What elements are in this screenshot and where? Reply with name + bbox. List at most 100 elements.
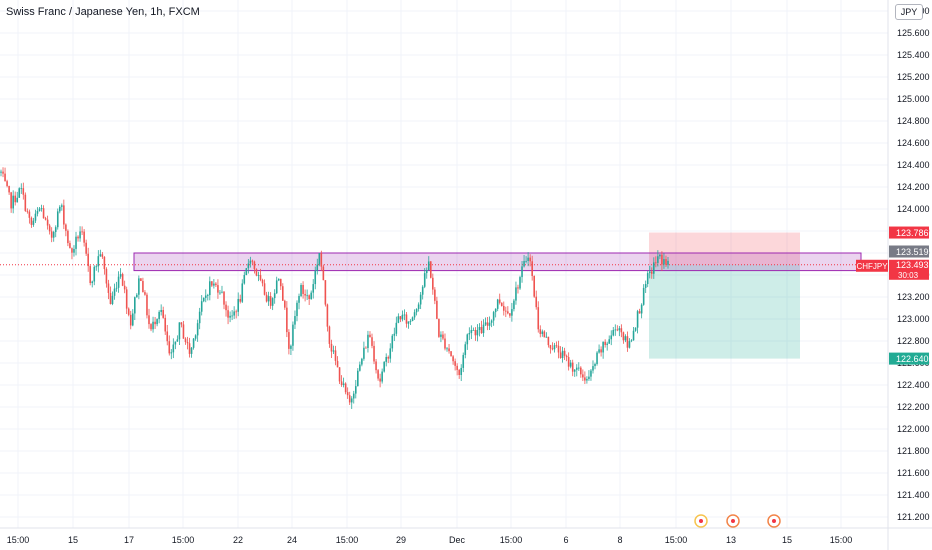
candle <box>385 357 387 362</box>
candle <box>105 269 108 284</box>
symbol-title[interactable]: Swiss Franc / Japanese Yen, 1h, FXCM <box>6 6 200 18</box>
candle <box>125 289 128 309</box>
candle <box>413 312 416 318</box>
candle <box>606 343 608 345</box>
candle <box>547 336 550 346</box>
target-price-label: 122.640 <box>896 354 929 364</box>
candle <box>12 195 14 209</box>
candle <box>85 242 87 254</box>
candle <box>440 334 442 337</box>
price-tick-label: 121.800 <box>897 446 930 456</box>
candle <box>50 231 53 238</box>
time-tick-label: Dec <box>449 535 466 545</box>
price-tick-label: 122.400 <box>897 380 930 390</box>
candle <box>653 262 655 274</box>
candle <box>308 295 310 300</box>
currency-badge[interactable]: JPY <box>895 4 923 20</box>
candle <box>127 308 130 315</box>
candle <box>140 278 142 282</box>
candle <box>456 365 458 370</box>
candle <box>71 248 73 253</box>
candle <box>405 314 408 324</box>
candle <box>204 295 207 298</box>
candle <box>6 181 8 187</box>
candle <box>52 232 55 238</box>
candle <box>277 278 280 281</box>
candle <box>302 285 304 294</box>
candle <box>559 352 562 358</box>
candle <box>103 256 106 270</box>
candle <box>239 299 242 302</box>
candle <box>381 371 383 382</box>
candle <box>529 257 531 262</box>
candle <box>620 328 623 333</box>
candle <box>36 211 39 214</box>
candle <box>354 386 357 394</box>
candle <box>184 338 187 343</box>
candle <box>209 281 211 296</box>
candle <box>419 294 422 305</box>
candle <box>93 266 96 282</box>
event-icon-2-dot <box>731 519 735 523</box>
candle <box>28 211 31 218</box>
candle <box>348 395 351 403</box>
candle <box>322 266 325 281</box>
candle <box>478 327 481 331</box>
candle <box>340 381 343 385</box>
candle <box>415 308 418 313</box>
time-axis[interactable] <box>0 528 932 550</box>
last-price-label: 123.493 <box>896 260 929 270</box>
candle <box>336 360 339 368</box>
time-tick-label: 17 <box>124 535 134 545</box>
candle <box>233 311 235 316</box>
time-tick-label: 15:00 <box>500 535 523 545</box>
candle <box>243 274 246 284</box>
time-tick-label: 22 <box>233 535 243 545</box>
candle <box>154 321 156 325</box>
candle <box>525 260 527 262</box>
candle <box>551 348 554 350</box>
stop-price-label: 123.786 <box>896 228 929 238</box>
candle <box>213 283 215 286</box>
candle <box>269 296 272 306</box>
candle <box>326 304 329 327</box>
candle <box>429 261 432 278</box>
candle <box>577 367 580 369</box>
candle <box>509 313 511 316</box>
resistance-zone[interactable] <box>133 252 862 272</box>
candle <box>403 314 406 316</box>
candle <box>533 275 535 297</box>
candle <box>421 286 424 295</box>
candle <box>182 324 185 339</box>
candle <box>164 317 167 332</box>
candle <box>496 299 499 309</box>
candle <box>452 356 454 362</box>
candle <box>121 274 124 286</box>
candle <box>563 350 566 356</box>
candle <box>4 173 6 182</box>
candle <box>206 295 209 296</box>
candle <box>498 299 501 303</box>
price-tick-label: 124.200 <box>897 182 930 192</box>
candle <box>229 315 231 318</box>
take-profit-zone[interactable] <box>649 264 800 359</box>
candle <box>190 347 193 354</box>
candle <box>255 269 258 276</box>
candle <box>622 332 625 341</box>
candle <box>450 351 452 357</box>
candle <box>334 350 337 361</box>
candle <box>273 293 276 299</box>
price-tick-label: 124.400 <box>897 160 930 170</box>
candle <box>549 345 552 349</box>
candle <box>480 327 483 334</box>
candle <box>223 291 225 305</box>
candle <box>608 339 611 344</box>
candle <box>515 287 517 301</box>
candle <box>138 278 140 295</box>
candle <box>119 274 122 277</box>
candle <box>488 322 491 326</box>
candle <box>284 300 286 308</box>
time-tick-label: 15:00 <box>336 535 359 545</box>
stop-loss-zone[interactable] <box>649 232 800 265</box>
